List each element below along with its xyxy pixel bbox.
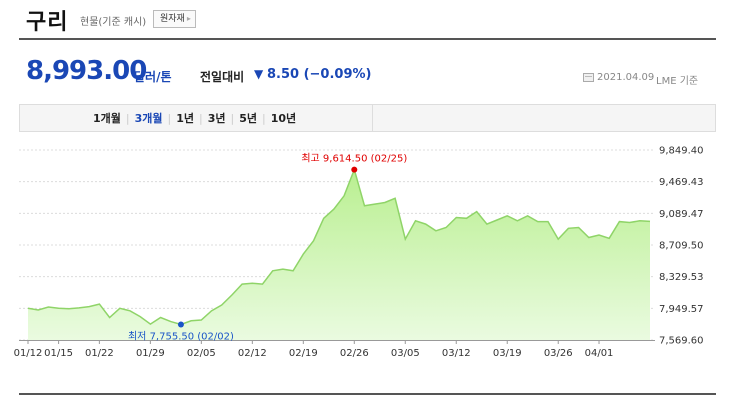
x-tick-label: 02/12 <box>238 348 267 359</box>
high-point <box>351 166 358 173</box>
period-tabs: 1개월 | 3개월 | 1년 | 3년 | 5년 | 10년 <box>93 110 296 126</box>
high-label: 최고 9,614.50 (02/25) <box>301 153 407 165</box>
chevron-right-icon: ▸ <box>186 14 191 23</box>
x-tick-label: 01/15 <box>44 348 73 359</box>
y-tick-label: 9,849.40 <box>659 146 704 157</box>
y-tick-label: 9,089.47 <box>659 209 704 220</box>
low-point <box>177 321 184 328</box>
tab-separator: | <box>230 112 235 125</box>
change-value: 8.50 (−0.09%) <box>267 67 372 82</box>
y-tick-label: 7,949.57 <box>659 304 704 315</box>
y-tick-label: 8,709.50 <box>659 241 704 252</box>
bottom-divider <box>19 393 716 395</box>
current-price: 8,993.00 <box>26 56 147 86</box>
x-tick-label: 02/19 <box>289 348 318 359</box>
x-tick-label: 03/12 <box>442 348 471 359</box>
commodity-category-button[interactable]: 원자재 ▸ <box>153 10 196 28</box>
y-tick-label: 7,569.60 <box>659 336 704 347</box>
tab-period-2[interactable]: 1년 <box>176 112 195 125</box>
quote-source: LME 기준 <box>656 76 699 87</box>
x-tick-label: 01/12 <box>14 348 43 359</box>
x-axis-labels: 01/12 01/15 01/22 01/29 02/05 02/12 02/19 02/26… <box>14 340 614 359</box>
tab-separator: | <box>262 112 266 125</box>
tab-period-4[interactable]: 5년 <box>239 112 258 125</box>
chart-annotations: 최고 9,614.50 (02/25) 최저 7,755.50 (02/02) <box>128 153 407 343</box>
tab-period-0[interactable]: 1개월 <box>93 112 121 125</box>
commodity-category-label: 원자재 <box>160 14 185 24</box>
tab-separator: | <box>199 112 203 125</box>
price-area <box>28 169 650 340</box>
tab-separator: | <box>167 112 172 125</box>
x-tick-label: 01/29 <box>136 348 165 359</box>
x-tick-label: 04/01 <box>585 348 614 359</box>
price-unit: 달러/톤 <box>134 70 172 84</box>
x-tick-label: 03/26 <box>544 348 573 359</box>
x-tick-label: 03/05 <box>391 348 420 359</box>
quote-date: 2021.04.09 <box>597 72 655 83</box>
change-label: 전일대비 <box>200 70 245 84</box>
period-tab-bar <box>19 104 716 132</box>
x-tick-label: 01/22 <box>85 348 114 359</box>
calendar-icon <box>583 73 594 82</box>
page-subtitle: 현물(기준 캐시) <box>80 17 147 28</box>
x-tick-label: 02/26 <box>340 348 369 359</box>
x-tick-label: 03/19 <box>493 348 522 359</box>
tab-period-1[interactable]: 3개월 <box>134 112 163 125</box>
price-chart: 9,849.40 9,469.43 9,089.47 8,709.50 8,329.53… <box>14 146 704 360</box>
tab-separator: | <box>125 112 130 125</box>
y-tick-label: 8,329.53 <box>659 272 704 283</box>
y-tick-label: 9,469.43 <box>659 177 704 188</box>
down-arrow-icon: ▼ <box>254 67 264 81</box>
tab-period-5[interactable]: 10년 <box>270 112 297 125</box>
top-divider <box>19 38 716 40</box>
page-title: 구리 <box>26 10 69 35</box>
low-label: 최저 7,755.50 (02/02) <box>128 331 234 343</box>
x-tick-label: 02/05 <box>187 348 216 359</box>
y-axis-labels: 9,849.40 9,469.43 9,089.47 8,709.50 8,329.53… <box>659 146 704 347</box>
tab-period-3[interactable]: 3년 <box>207 112 226 125</box>
price-line <box>27 167 651 326</box>
